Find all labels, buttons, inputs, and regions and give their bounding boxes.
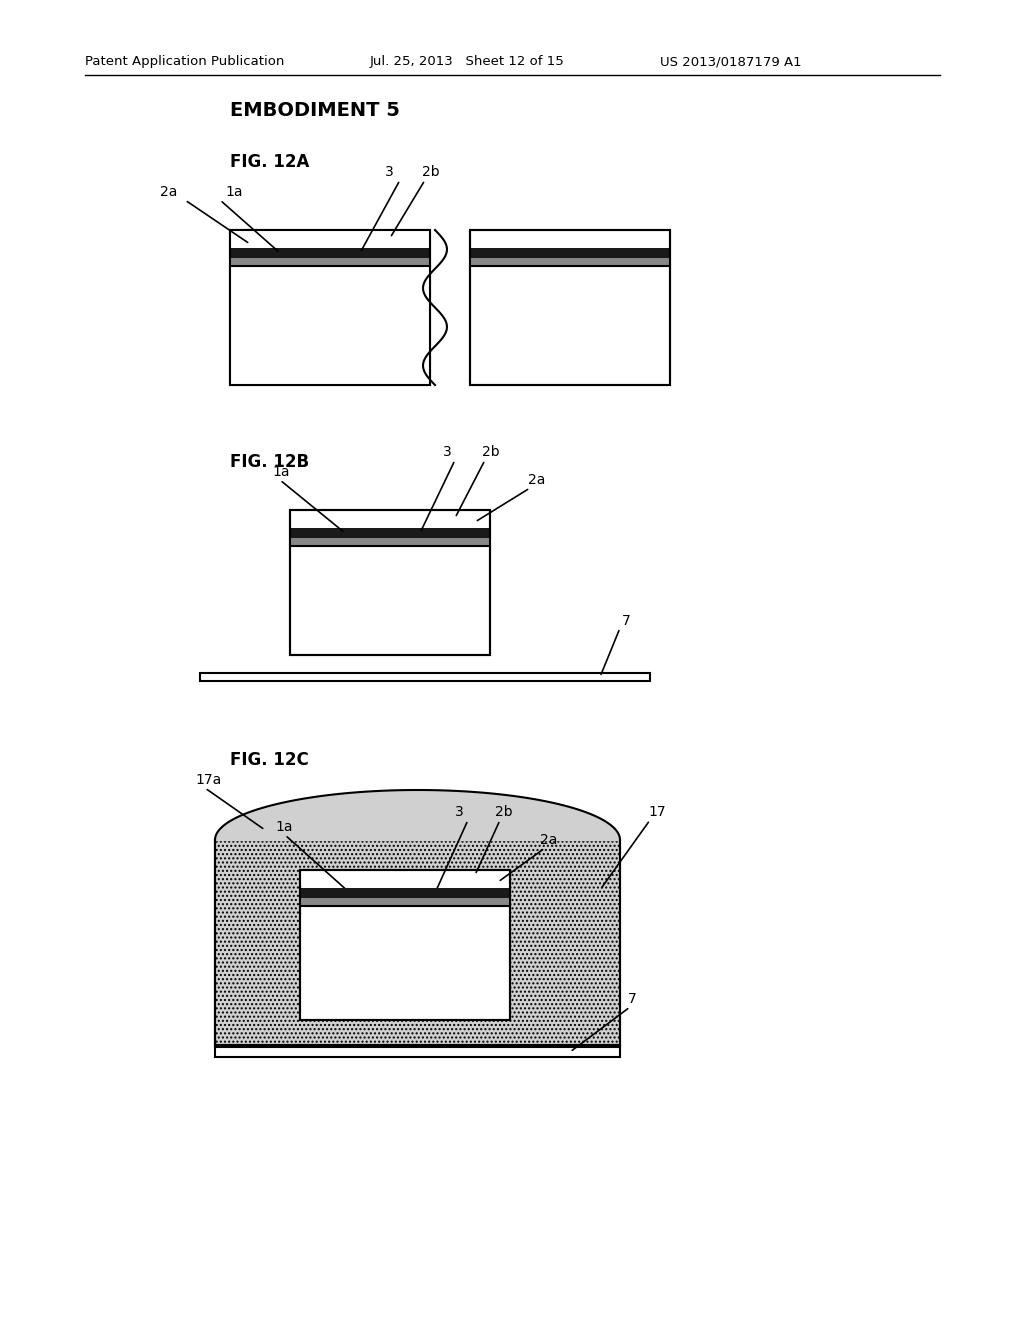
Bar: [215, 840, 620, 1045]
Text: FIG. 12A: FIG. 12A: [230, 153, 309, 172]
Bar: [300, 898, 510, 906]
Bar: [300, 870, 510, 1020]
Text: 3: 3: [443, 445, 452, 459]
Bar: [230, 230, 430, 385]
Bar: [470, 230, 670, 385]
Text: FIG. 12B: FIG. 12B: [230, 453, 309, 471]
Bar: [470, 257, 670, 267]
Bar: [230, 248, 430, 257]
Text: 1a: 1a: [272, 465, 290, 479]
Text: 2b: 2b: [482, 445, 500, 459]
Bar: [300, 888, 510, 898]
Text: 3: 3: [455, 805, 464, 818]
Bar: [290, 510, 490, 655]
Bar: [470, 248, 670, 257]
Bar: [290, 539, 490, 546]
Bar: [230, 230, 430, 248]
Bar: [230, 257, 430, 267]
Text: FIG. 12C: FIG. 12C: [230, 751, 309, 770]
Bar: [290, 510, 490, 655]
Bar: [230, 230, 430, 385]
Text: 17a: 17a: [195, 774, 221, 787]
Text: 2a: 2a: [160, 185, 177, 199]
Text: 7: 7: [622, 614, 631, 628]
Text: 17: 17: [648, 805, 666, 818]
Bar: [290, 528, 490, 539]
Text: 2b: 2b: [422, 165, 439, 180]
Text: EMBODIMENT 5: EMBODIMENT 5: [230, 100, 400, 120]
Bar: [215, 1047, 620, 1057]
Text: 2b: 2b: [495, 805, 513, 818]
Bar: [230, 267, 430, 385]
Text: 3: 3: [385, 165, 394, 180]
Bar: [470, 230, 670, 385]
Text: US 2013/0187179 A1: US 2013/0187179 A1: [660, 55, 802, 69]
Bar: [200, 673, 650, 681]
Bar: [300, 870, 510, 1020]
Text: Patent Application Publication: Patent Application Publication: [85, 55, 285, 69]
Text: 7: 7: [628, 993, 637, 1006]
Text: 2a: 2a: [540, 833, 557, 847]
Text: 1a: 1a: [275, 820, 293, 834]
Text: Jul. 25, 2013   Sheet 12 of 15: Jul. 25, 2013 Sheet 12 of 15: [370, 55, 565, 69]
Text: 2a: 2a: [528, 473, 546, 487]
Text: 1a: 1a: [225, 185, 243, 199]
